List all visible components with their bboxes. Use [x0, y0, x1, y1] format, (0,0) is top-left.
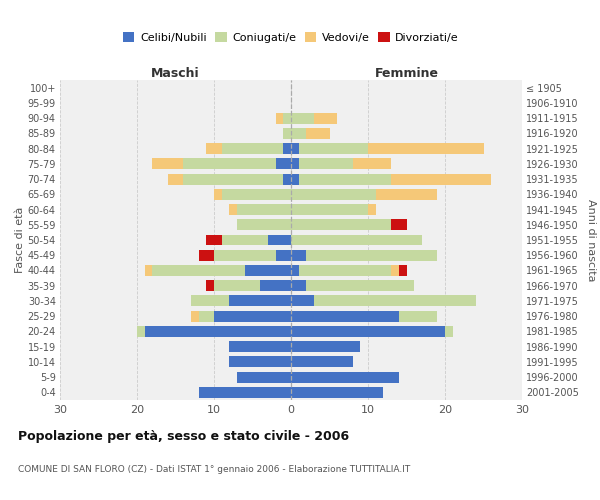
Bar — [214, 189, 222, 200]
Bar — [291, 356, 353, 368]
Bar — [229, 356, 291, 368]
Bar — [199, 250, 214, 260]
Bar — [291, 296, 314, 306]
Bar — [299, 158, 353, 170]
Bar — [314, 296, 476, 306]
Bar — [237, 204, 291, 215]
Y-axis label: Anni di nascita: Anni di nascita — [586, 198, 596, 281]
Bar — [168, 174, 183, 184]
Bar — [291, 189, 376, 200]
Bar — [145, 265, 152, 276]
Bar — [152, 158, 183, 170]
Bar — [307, 250, 437, 260]
Bar — [291, 326, 445, 337]
Bar — [283, 112, 291, 124]
Bar — [229, 341, 291, 352]
Bar — [368, 204, 376, 215]
Text: COMUNE DI SAN FLORO (CZ) - Dati ISTAT 1° gennaio 2006 - Elaborazione TUTTITALIA.: COMUNE DI SAN FLORO (CZ) - Dati ISTAT 1°… — [18, 465, 410, 474]
Bar — [291, 112, 314, 124]
Bar — [291, 372, 399, 382]
Bar — [275, 250, 291, 260]
Bar — [353, 158, 391, 170]
Bar — [391, 174, 491, 184]
Bar — [191, 296, 229, 306]
Bar — [445, 326, 453, 337]
Bar — [275, 112, 283, 124]
Bar — [291, 204, 368, 215]
Bar — [291, 265, 299, 276]
Bar — [145, 326, 291, 337]
Bar — [291, 128, 307, 139]
Bar — [314, 112, 337, 124]
Legend: Celibi/Nubili, Coniugati/e, Vedovi/e, Divorziati/e: Celibi/Nubili, Coniugati/e, Vedovi/e, Di… — [119, 28, 463, 48]
Bar — [206, 143, 222, 154]
Bar — [307, 280, 414, 291]
Bar — [283, 174, 291, 184]
Bar — [283, 128, 291, 139]
Bar — [214, 310, 291, 322]
Bar — [237, 220, 291, 230]
Bar — [245, 265, 291, 276]
Text: Maschi: Maschi — [151, 67, 200, 80]
Bar — [376, 189, 437, 200]
Y-axis label: Fasce di età: Fasce di età — [14, 207, 25, 273]
Bar — [291, 280, 307, 291]
Bar — [191, 310, 199, 322]
Bar — [214, 250, 275, 260]
Bar — [391, 265, 399, 276]
Bar — [299, 143, 368, 154]
Bar — [268, 234, 291, 246]
Bar — [183, 174, 283, 184]
Bar — [214, 280, 260, 291]
Bar — [391, 220, 407, 230]
Text: Popolazione per età, sesso e stato civile - 2006: Popolazione per età, sesso e stato civil… — [18, 430, 349, 443]
Bar — [283, 143, 291, 154]
Text: Femmine: Femmine — [374, 67, 439, 80]
Bar — [291, 234, 422, 246]
Bar — [399, 310, 437, 322]
Bar — [183, 158, 275, 170]
Bar — [275, 158, 291, 170]
Bar — [199, 310, 214, 322]
Bar — [291, 174, 299, 184]
Bar — [307, 128, 329, 139]
Bar — [222, 189, 291, 200]
Bar — [291, 250, 307, 260]
Bar — [291, 341, 360, 352]
Bar — [237, 372, 291, 382]
Bar — [399, 265, 407, 276]
Bar — [199, 387, 291, 398]
Bar — [291, 143, 299, 154]
Bar — [260, 280, 291, 291]
Bar — [206, 280, 214, 291]
Bar — [291, 158, 299, 170]
Bar — [291, 310, 399, 322]
Bar — [222, 234, 268, 246]
Bar — [368, 143, 484, 154]
Bar — [291, 387, 383, 398]
Bar — [291, 220, 391, 230]
Bar — [137, 326, 145, 337]
Bar — [229, 296, 291, 306]
Bar — [206, 234, 222, 246]
Bar — [299, 265, 391, 276]
Bar — [152, 265, 245, 276]
Bar — [222, 143, 283, 154]
Bar — [229, 204, 237, 215]
Bar — [299, 174, 391, 184]
